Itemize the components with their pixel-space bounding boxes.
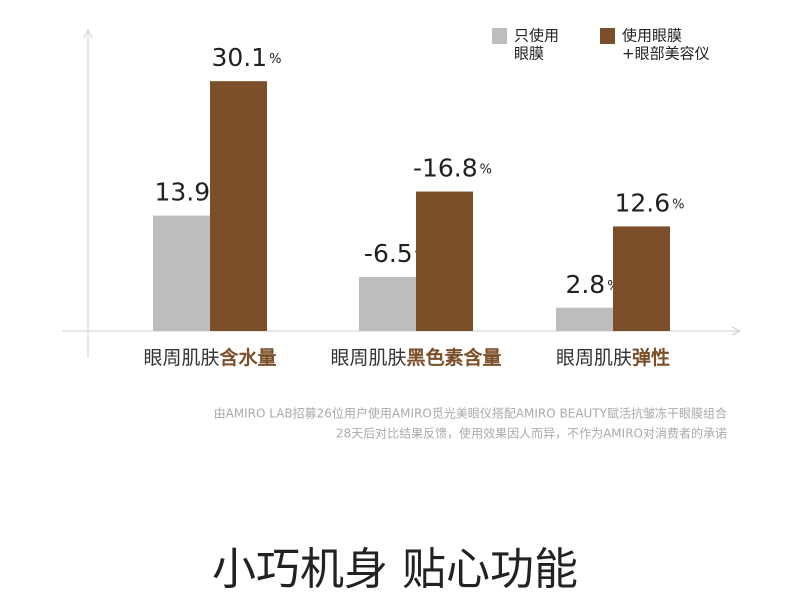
heading: 小巧机身 贴心功能 (212, 544, 578, 595)
value-number: -16.8 (413, 154, 478, 183)
category-highlight: 弹性 (632, 346, 670, 369)
legend-label: 眼膜 (514, 45, 544, 63)
bar (416, 191, 473, 331)
value-label: 13.9% (154, 178, 224, 207)
value-unit: % (269, 52, 281, 67)
category-label: 眼周肌肤弹性 (556, 346, 670, 369)
value-number: 2.8 (565, 270, 605, 299)
value-unit: % (480, 162, 492, 177)
bar (210, 81, 267, 331)
x-axis-arrow (731, 326, 742, 336)
value-number: 13.9 (154, 178, 210, 207)
value-label: -16.8% (413, 154, 492, 183)
category-label: 眼周肌肤黑色素含量 (330, 346, 501, 369)
value-unit: % (672, 197, 684, 212)
legend-label: +眼部美容仪 (622, 45, 710, 63)
value-label: 30.1% (211, 43, 281, 72)
value-label: 12.6% (614, 188, 684, 217)
legend-swatch (492, 28, 507, 44)
category-prefix: 眼周肌肤 (330, 347, 406, 369)
value-label: 2.8% (565, 270, 619, 299)
value-number: -6.5 (364, 239, 413, 268)
category-label: 眼周肌肤含水量 (143, 346, 276, 369)
bar (556, 307, 613, 331)
bar (613, 226, 670, 331)
legend-label: 使用眼膜 (622, 27, 682, 45)
legend-swatch (600, 28, 615, 44)
note: 由AMIRO LAB招募26位用户使用AMIRO觅光美眼仪搭配AMIRO BEA… (214, 406, 727, 421)
y-axis-arrow (83, 28, 93, 39)
category-highlight: 黑色素含量 (407, 346, 502, 369)
category-prefix: 眼周肌肤 (556, 347, 632, 369)
value-number: 12.6 (614, 188, 670, 217)
value-number: 30.1 (211, 43, 267, 72)
note: 28天后对比结果反馈，使用效果因人而异，不作为AMIRO对消费者的承诺 (336, 426, 727, 441)
category-prefix: 眼周肌肤 (143, 347, 219, 369)
legend-label: 只使用 (514, 27, 559, 45)
category-highlight: 含水量 (220, 346, 277, 369)
bar (153, 215, 210, 331)
bar (359, 277, 416, 331)
